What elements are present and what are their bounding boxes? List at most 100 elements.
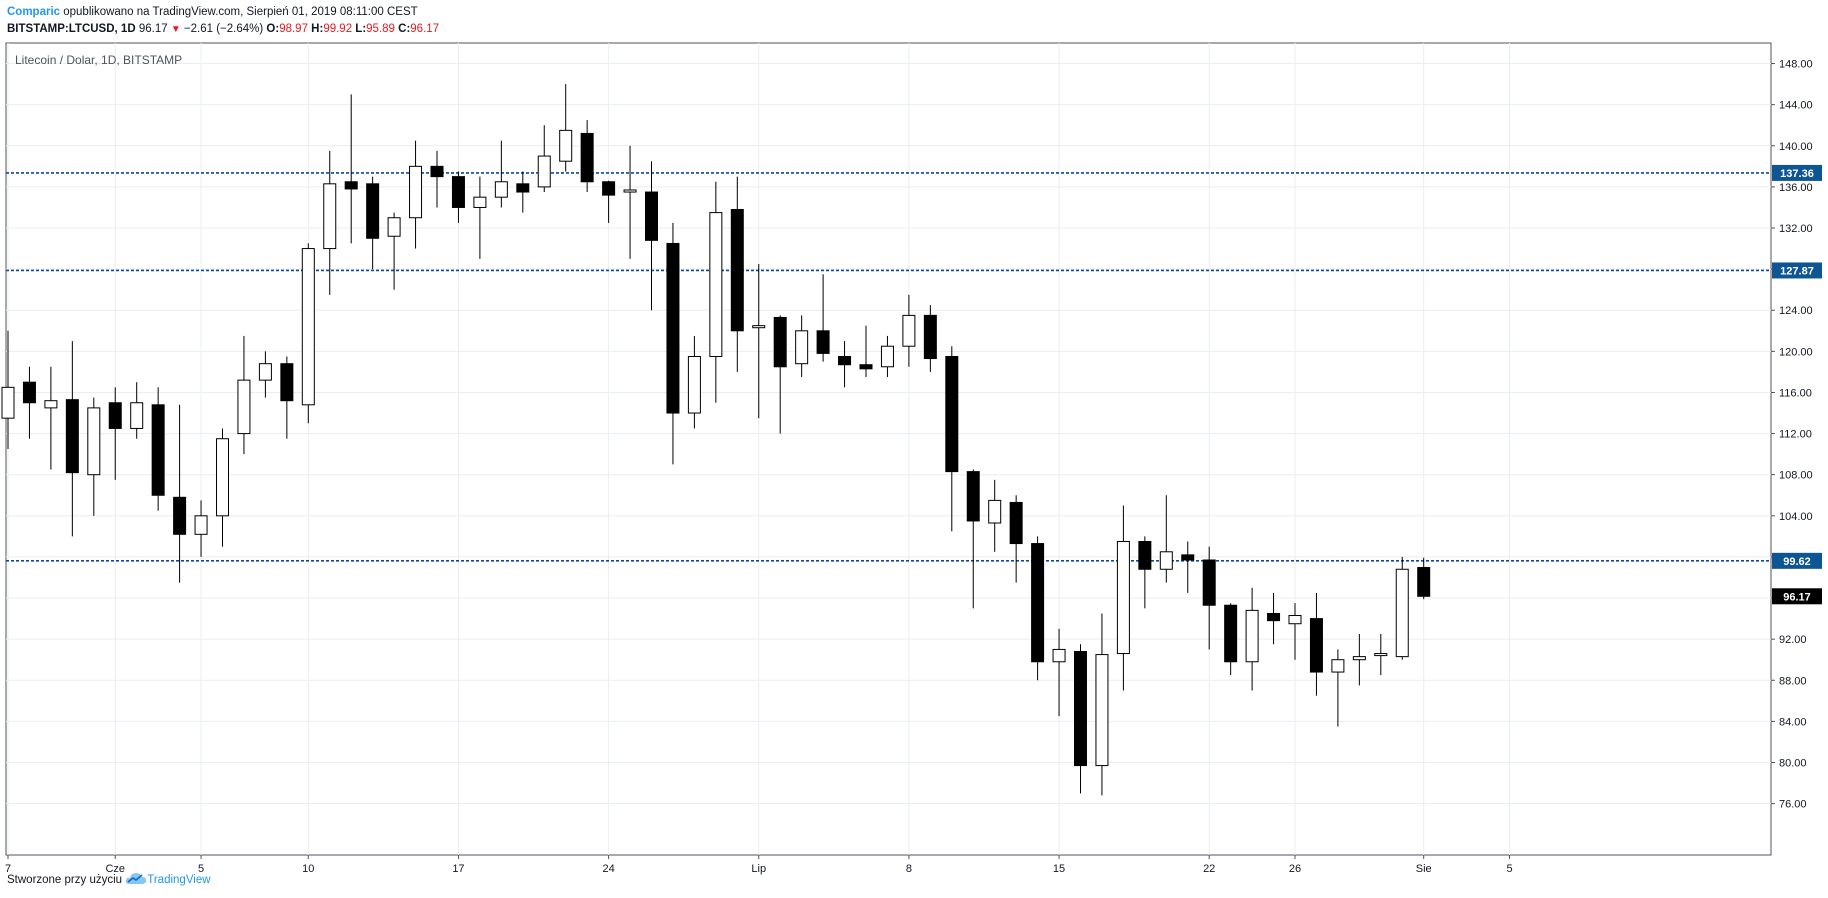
time-axis[interactable]: 7 Cze 5 10 17 24 Lip 8 15 22 26 Sie 5	[5, 855, 1513, 875]
candle-body	[494, 181, 508, 198]
candle-body	[301, 248, 315, 406]
candle-up	[1052, 628, 1066, 717]
candle-body	[516, 183, 530, 193]
candle-down	[65, 341, 79, 537]
candle-body	[966, 471, 980, 522]
candle-body	[366, 183, 380, 239]
tradingview-link[interactable]: TradingView	[147, 874, 211, 886]
candle-body	[880, 345, 894, 368]
candle-body	[602, 181, 616, 196]
price-tick-label: 84.00	[1779, 716, 1807, 728]
created-with-text: Stworzone przy użyciu	[7, 874, 123, 886]
candle-up	[1288, 603, 1302, 660]
candle-up	[559, 84, 573, 172]
candle-down	[773, 315, 787, 434]
chart-title: Litecoin / Dolar, 1D, BITSTAMP	[15, 53, 182, 67]
high-value: 99.92	[323, 23, 353, 35]
close-value: 96.17	[410, 23, 440, 35]
candle-body	[1159, 551, 1173, 570]
candle-up	[1352, 634, 1366, 686]
candle-down	[451, 171, 465, 223]
price-tick-label: 104.00	[1779, 511, 1813, 523]
candle-down	[173, 404, 187, 583]
candle-body	[1181, 554, 1195, 561]
candle-body	[1352, 656, 1366, 661]
time-tick-label: 10	[302, 863, 314, 875]
low-value: 95.89	[366, 23, 395, 35]
candle-up	[473, 176, 487, 259]
candle-body	[945, 355, 959, 473]
time-tick-label: 17	[452, 863, 464, 875]
candle-body	[645, 191, 658, 241]
candle-down	[1031, 536, 1045, 681]
candle-up	[902, 294, 916, 367]
candle-down	[966, 469, 980, 609]
candle-up	[130, 382, 144, 439]
last-price-label: 96.17	[1783, 591, 1811, 603]
candle-up	[1159, 495, 1173, 583]
candle-up	[258, 351, 272, 398]
candle-up	[494, 140, 508, 208]
time-tick-label: 5	[198, 863, 204, 875]
horizontal-levels	[6, 172, 1771, 562]
candle-body	[580, 132, 594, 183]
candle-down	[602, 180, 616, 223]
time-tick-label: 8	[906, 863, 912, 875]
candle-body	[87, 407, 101, 476]
candle-body	[1224, 604, 1238, 663]
candle-body	[258, 363, 272, 381]
candle-body	[430, 165, 444, 178]
candle-up	[988, 479, 1002, 552]
price-tick-label: 88.00	[1779, 675, 1807, 687]
candle-body	[666, 242, 680, 414]
candles	[1, 84, 1431, 796]
candle-body	[1395, 568, 1409, 658]
last-price-text: 96.17	[138, 23, 168, 35]
low-label: L:	[355, 23, 367, 35]
candle-body	[1417, 567, 1431, 597]
open-label: O:	[266, 23, 280, 35]
publication-info: opublikowano na TradingView.com, Sierpie…	[63, 6, 418, 18]
candle-down	[344, 94, 358, 244]
candle-up	[216, 428, 229, 547]
candle-up	[1116, 505, 1130, 691]
candle-body	[1331, 659, 1345, 673]
time-tick-label: Sie	[1416, 863, 1432, 875]
time-tick-label: 22	[1203, 863, 1215, 875]
candle-body	[795, 330, 809, 365]
candle-body	[451, 176, 465, 208]
candle-body	[1, 386, 15, 419]
candle-up	[1374, 634, 1388, 676]
price-tick-label: 120.00	[1779, 346, 1813, 358]
candle-up	[194, 500, 208, 557]
candle-body	[773, 316, 787, 368]
author-name[interactable]: Comparic	[7, 6, 61, 18]
candle-body	[280, 363, 294, 402]
candle-body	[687, 355, 701, 414]
candle-body	[730, 209, 744, 332]
tradingview-logo-icon	[125, 872, 147, 888]
candle-up	[623, 145, 637, 259]
publication-line: Comparic opublikowano na TradingView.com…	[7, 6, 418, 18]
candle-up	[409, 140, 423, 249]
candle-body	[1138, 541, 1152, 570]
candle-body	[216, 438, 229, 517]
candle-up	[301, 243, 315, 424]
candle-down	[1417, 557, 1431, 600]
candle-down	[1202, 546, 1216, 650]
candle-down	[430, 150, 444, 208]
price-tick-label: 140.00	[1779, 141, 1813, 153]
candle-body	[1116, 541, 1130, 655]
plot-frame	[5, 42, 1772, 856]
candle-body	[988, 499, 1002, 524]
candle-down	[1074, 644, 1087, 794]
candle-body	[409, 165, 423, 219]
candle-body	[923, 314, 937, 360]
price-tick-label: 76.00	[1779, 799, 1807, 811]
candle-body	[1267, 612, 1281, 622]
candle-body	[323, 183, 337, 250]
candle-body	[108, 402, 122, 429]
price-axis[interactable]: 76.0080.0084.0088.0092.0096.00100.00104.…	[1771, 59, 1822, 811]
candle-body	[902, 314, 916, 347]
